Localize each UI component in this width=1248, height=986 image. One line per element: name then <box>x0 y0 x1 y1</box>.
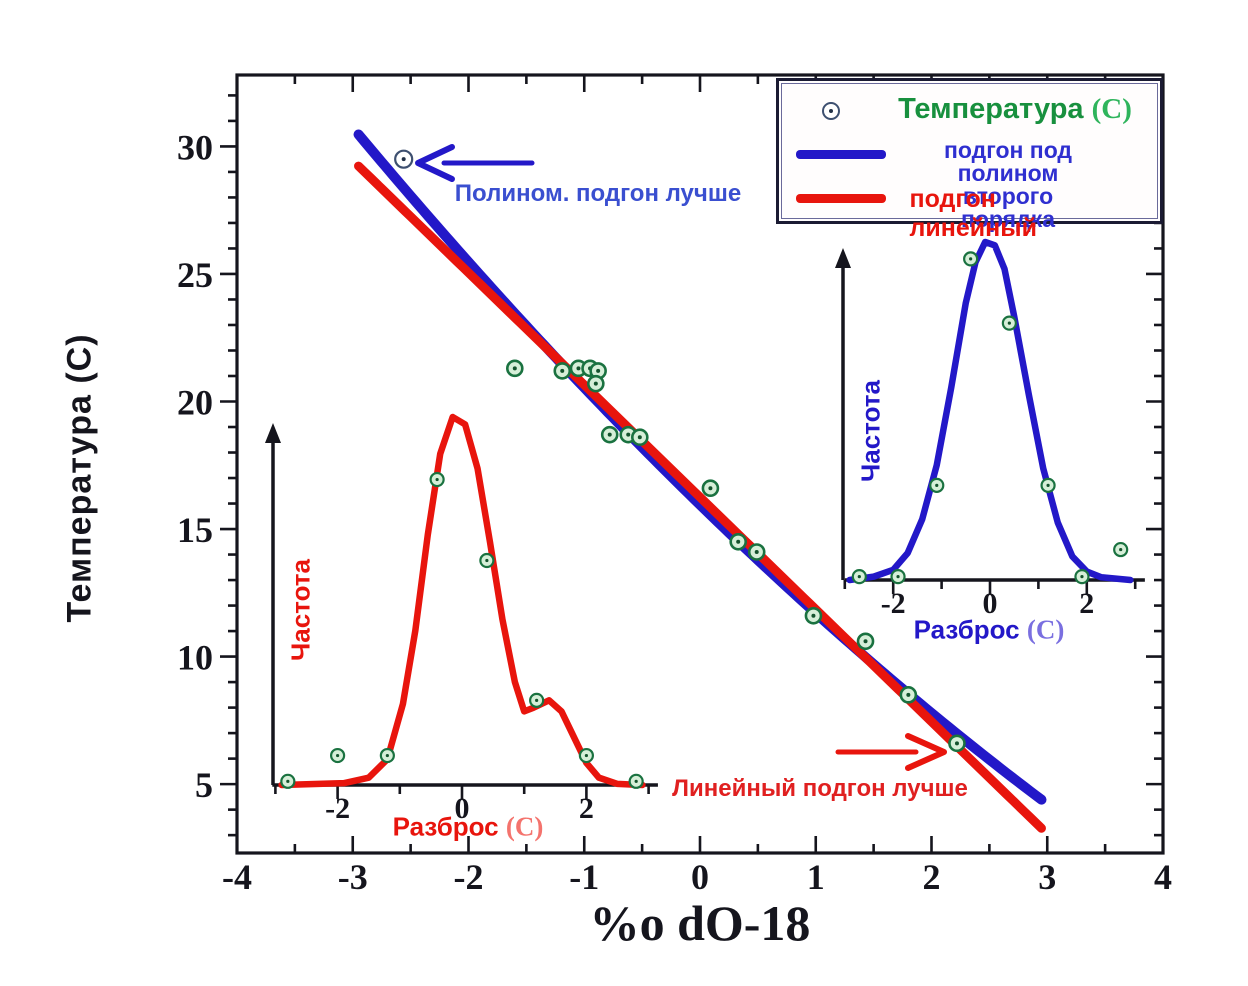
blue-inset-x-label-unit: (C) <box>1026 614 1065 645</box>
inset-point-dot <box>1046 483 1050 487</box>
blue-inset-x-label-word: Разброс <box>913 614 1020 645</box>
inset-point-dot <box>535 698 539 702</box>
inset-x-tick-label: 0 <box>455 792 470 825</box>
inset-x-tick-label: 0 <box>983 587 998 620</box>
scatter-point-dot <box>708 486 713 491</box>
y-tick-label: 30 <box>177 127 213 167</box>
scatter-point-dot <box>607 432 612 437</box>
inset-point-dot <box>896 575 900 579</box>
inset-x-tick-label: 2 <box>1079 587 1094 620</box>
legend-inner-border <box>781 83 1158 219</box>
scatter-point-dot <box>906 692 911 697</box>
scatter-point-dot <box>637 435 642 440</box>
legend-linear-label: подгон линейный <box>909 185 1037 242</box>
annotation-linear-better: Линейный подгон лучше <box>672 775 968 802</box>
x-tick-label: -2 <box>454 857 484 897</box>
x-tick-label: -1 <box>569 857 599 897</box>
blue-inset-x-label: Разброс (C) <box>914 615 1065 646</box>
x-tick-label: -3 <box>338 857 368 897</box>
inset-y-axis-arrowhead-icon <box>265 423 281 443</box>
legend-box: Температура (C) подгон под полином второ… <box>776 78 1163 242</box>
poly-better-arrowhead-icon <box>415 144 455 182</box>
inset-point-dot <box>935 483 939 487</box>
poly-fit-line <box>353 129 1047 805</box>
blue-inset-y-label: Частота <box>855 379 886 483</box>
legend-poly-label-line2: второго порядка <box>960 183 1055 232</box>
inset-curve <box>846 238 1134 584</box>
inset-x-tick-label: 2 <box>579 792 594 825</box>
scatter-point-dot <box>626 432 631 437</box>
scatter-point-dot <box>736 539 741 544</box>
inset-point-dot <box>634 779 638 783</box>
inset-point-dot <box>1080 575 1084 579</box>
red-inset-y-label: Частота <box>285 558 316 662</box>
legend-temperature-unit: (C) <box>1091 93 1132 125</box>
inset-y-axis-arrowhead-icon <box>835 248 851 268</box>
y-tick-label: 20 <box>177 383 213 423</box>
inset-poly-fit-residuals: -2 0 2 <box>835 238 1145 620</box>
x-tick-label: 1 <box>807 857 825 897</box>
legend-poly-line-swatch <box>796 150 886 159</box>
scatter-point-dot <box>596 368 601 373</box>
inset-point-dot <box>1119 547 1123 552</box>
scatter-point-dot <box>954 741 959 746</box>
legend-poly-entry: подгон под полином второго порядка <box>932 139 1084 231</box>
scatter-point-dot <box>401 157 406 162</box>
scatter-point-dot <box>512 366 517 371</box>
inset-point-dot <box>584 753 589 758</box>
red-inset-x-label-unit: (C) <box>505 811 544 842</box>
legend-linear-line-swatch <box>796 194 886 203</box>
scatter-point-dot <box>863 639 868 644</box>
y-tick-label: 5 <box>195 765 213 805</box>
scatter-point-dot <box>560 368 565 373</box>
y-tick-label: 25 <box>177 255 213 295</box>
y-tick-label: 15 <box>177 510 213 550</box>
legend-poly-label-line1: подгон под полином <box>943 137 1073 186</box>
legend-temperature-entry: Температура (C) <box>898 93 1132 126</box>
inset-point-dot <box>1007 321 1011 325</box>
x-tick-label: -4 <box>222 857 252 897</box>
inset-point-dot <box>435 477 439 482</box>
linear-better-arrowhead-icon <box>905 733 947 771</box>
inset-point-dot <box>485 558 489 563</box>
inset-point-dot <box>286 779 290 783</box>
x-tick-label: 4 <box>1154 857 1172 897</box>
y-tick-label: 10 <box>177 638 213 678</box>
scatter-point-dot <box>754 550 759 555</box>
x-tick-label: 2 <box>923 857 941 897</box>
scatter-point-dot <box>576 366 581 371</box>
y-axis-label: Температура (C) <box>60 333 99 623</box>
red-inset-x-label: Разброс (C) <box>393 812 544 843</box>
scatter-point-dot <box>593 381 598 386</box>
scatter-point-dot <box>811 613 816 618</box>
x-tick-label: 0 <box>691 857 709 897</box>
x-tick-label: 3 <box>1038 857 1056 897</box>
legend-scatter-marker-icon <box>822 102 840 120</box>
inset-point-dot <box>969 257 973 261</box>
scatter-series <box>394 149 966 753</box>
legend-temperature-label: Температура <box>898 93 1084 125</box>
annotation-poly-better: Полином. подгон лучше <box>454 180 742 207</box>
inset-x-tick-label: -2 <box>325 792 350 825</box>
red-inset-x-label-word: Разброс <box>392 811 499 842</box>
inset-point-dot <box>336 753 340 758</box>
inset-point-dot <box>857 575 861 579</box>
x-axis-label: %o dO-18 <box>589 895 811 951</box>
inset-curve <box>278 413 646 789</box>
inset-x-tick-label: -2 <box>881 587 906 620</box>
inset-point-dot <box>385 753 389 758</box>
inset-linear-fit-residuals: -2 0 2 <box>265 413 658 825</box>
linear-fit-line <box>354 161 1046 833</box>
